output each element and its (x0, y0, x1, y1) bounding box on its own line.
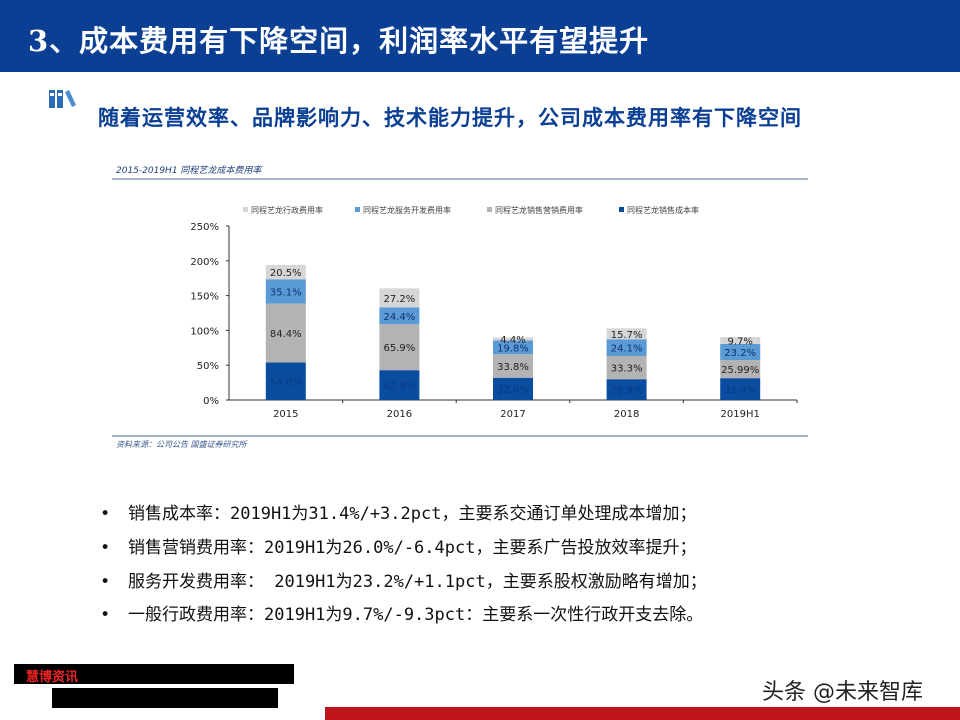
bar-segment (493, 337, 533, 341)
y-tick-label: 100% (190, 326, 219, 337)
legend-label: 同程艺龙销售营销费用率 (495, 205, 583, 215)
bar-segment (720, 360, 761, 379)
bar-segment (379, 370, 420, 400)
subtitle: 随着运营效率、品牌影响力、技术能力提升，公司成本费用率有下降空间 (98, 105, 802, 130)
bar-segment (379, 324, 420, 371)
bars: 2015 54.0% 84.4% 35.1% 20.5% 2016 42.9% 65.9% 24… (265, 264, 798, 420)
bullet-item: • 一般行政费用率：2019H1为9.7%/-9.3pct：主要系一次性行政开支去… (100, 605, 704, 625)
redacted-block: 慧博资讯 (14, 664, 294, 685)
x-tick-label: 2015 (273, 409, 298, 420)
y-tick-label: 150% (190, 292, 219, 303)
data-label: 9.7% (727, 337, 752, 348)
legend-swatch (619, 207, 624, 212)
data-label: 31.4% (724, 385, 756, 396)
data-label: 35.1% (270, 287, 302, 298)
bar-segment (606, 339, 647, 357)
bullet-item: • 销售营销费用率：2019H1为26.0%/-6.4pct，主要系广告投放效率提… (100, 538, 697, 558)
bar-segment (265, 279, 306, 304)
redacted-block (52, 688, 278, 708)
x-tick-label: 2018 (614, 409, 639, 420)
binders-icon (49, 90, 76, 108)
data-label: 32.0% (497, 385, 529, 396)
data-label: 42.9% (384, 381, 416, 392)
legend-label: 同程艺龙销售成本率 (627, 205, 699, 215)
chart-source: 资料来源：公司公告 国盛证券研究所 (116, 440, 249, 449)
data-label: 25.99% (721, 365, 759, 376)
data-label: 33.3% (611, 364, 643, 375)
data-label: 23.2% (724, 348, 756, 359)
data-label: 27.2% (384, 294, 416, 305)
data-label: 20.5% (270, 268, 302, 279)
bar-segment (265, 264, 306, 280)
legend-swatch (243, 207, 248, 212)
bar-segment (493, 340, 533, 355)
chart-title: 2015-2019H1 同程艺龙成本费用率 (116, 165, 263, 176)
bar-segment (265, 362, 306, 400)
x-tick-label: 2016 (387, 409, 412, 420)
data-label: 4.4% (500, 335, 525, 346)
y-tick-label: 0% (203, 396, 219, 407)
footer-red-bar (325, 707, 960, 720)
bar-segment (265, 303, 306, 363)
data-label: 54.0% (270, 377, 302, 388)
bar-segment (720, 343, 761, 361)
x-tick-label: 2019H1 (721, 409, 760, 420)
data-label: 29.9% (611, 386, 643, 397)
page-title: 3、成本费用有下降空间，利润率水平有望提升 (28, 24, 650, 58)
data-label: 15.7% (611, 330, 643, 341)
watermark: 头条 @未来智库 (762, 680, 923, 705)
data-label: 24.1% (611, 344, 643, 355)
header-bar: 3、成本费用有下降空间，利润率水平有望提升 (0, 0, 960, 72)
legend: 同程艺龙行政费用率 同程艺龙服务开发费用率 同程艺龙销售营销费用率 同程艺龙销售成本率 (243, 205, 699, 215)
data-label: 19.8% (497, 343, 529, 354)
bullet-item: • 服务开发费用率： 2019H1为23.2%/+1.1pct，主要系股权激励略有… (100, 572, 707, 592)
bar-segment (493, 377, 533, 400)
bar-segment (720, 378, 761, 400)
data-label: 65.9% (384, 343, 416, 354)
bar-segment (606, 356, 647, 380)
legend-swatch (355, 207, 360, 212)
legend-label: 同程艺龙服务开发费用率 (363, 205, 451, 215)
bar-segment (379, 288, 420, 308)
legend-swatch (487, 207, 492, 212)
bar-segment (606, 328, 647, 340)
data-label: 84.4% (270, 329, 302, 340)
data-label: 24.4% (384, 312, 416, 323)
y-tick-label: 50% (197, 361, 219, 372)
bar-segment (720, 337, 761, 344)
bar-segment (379, 307, 420, 325)
y-tick-label: 200% (190, 257, 219, 268)
cost-ratio-chart: 2015-2019H1 同程艺龙成本费用率 同程艺龙行政费用率 同程艺龙服务开发费… (112, 165, 808, 449)
legend-label: 同程艺龙行政费用率 (251, 205, 323, 215)
bar-segment (493, 354, 533, 378)
bullet-item: • 销售成本率：2019H1为31.4%/+3.2pct，主要系交通订单处理成本增… (100, 504, 697, 524)
y-tick-label: 250% (190, 222, 219, 233)
bar-segment (606, 379, 647, 400)
x-tick-label: 2017 (500, 409, 525, 420)
data-label: 33.8% (497, 362, 529, 373)
